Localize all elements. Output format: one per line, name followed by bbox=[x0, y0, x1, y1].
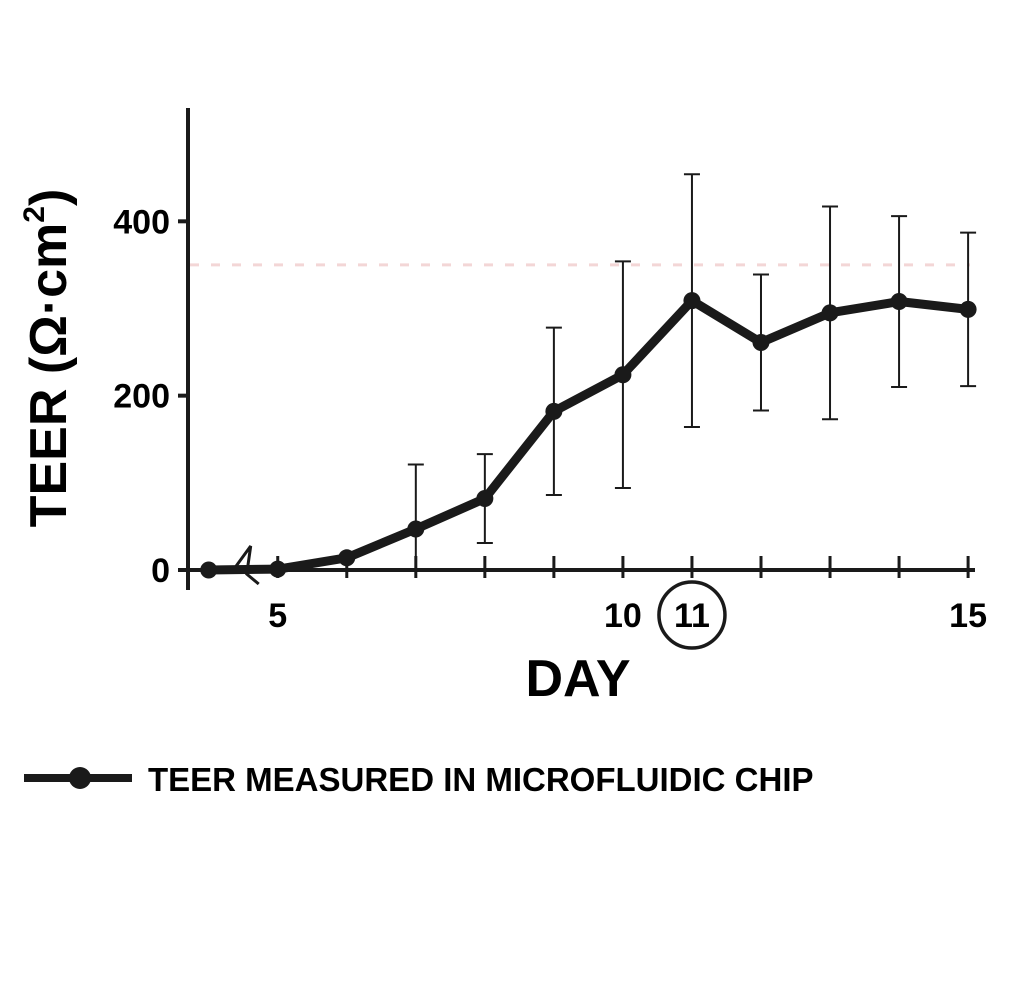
x-axis-title: DAY bbox=[525, 650, 630, 708]
error-bar-layer bbox=[407, 173, 977, 571]
x-tick-label-5: 5 bbox=[268, 597, 287, 635]
data-point-day-9 bbox=[545, 402, 563, 420]
series-line-0 bbox=[204, 296, 973, 575]
data-point-day-7 bbox=[407, 520, 425, 538]
data-point-day-6 bbox=[338, 549, 356, 567]
axis-break-mark bbox=[233, 545, 260, 586]
axes bbox=[178, 108, 975, 590]
y-axis-title-main: TEER (Ω·cm bbox=[20, 223, 78, 528]
y-tick-label-0: 0 bbox=[151, 552, 170, 590]
legend-marker-swatch bbox=[69, 767, 91, 789]
x-tick-label-10: 10 bbox=[604, 597, 642, 635]
data-point-day-15 bbox=[959, 300, 977, 318]
tick-label-layer: 0 200 400 5 10 11 15 bbox=[113, 203, 987, 650]
x-tick-label-11: 11 bbox=[674, 597, 710, 635]
data-point-day-12 bbox=[752, 333, 770, 351]
data-point-day-4 bbox=[200, 561, 218, 579]
y-axis-title-superscript: 2 bbox=[18, 206, 51, 223]
data-point-day-13 bbox=[821, 304, 839, 322]
data-point-day-10 bbox=[614, 366, 632, 384]
y-tick-label-200: 200 bbox=[113, 378, 170, 416]
x-tick-circle-11 bbox=[657, 580, 727, 650]
legend-label: TEER MEASURED IN MICROFLUIDIC CHIP bbox=[148, 761, 814, 798]
data-point-day-8 bbox=[476, 490, 494, 508]
data-point-day-11 bbox=[683, 292, 701, 310]
y-tick-label-400: 400 bbox=[113, 203, 170, 241]
y-axis-title-close: ) bbox=[20, 189, 78, 206]
series-layer bbox=[200, 292, 977, 579]
x-tick-label-15: 15 bbox=[949, 597, 987, 635]
y-axis-title: TEER (Ω·cm2) bbox=[18, 189, 78, 528]
legend: TEER MEASURED IN MICROFLUIDIC CHIP bbox=[24, 761, 814, 798]
data-point-day-5 bbox=[269, 560, 287, 578]
data-point-day-14 bbox=[890, 293, 908, 311]
